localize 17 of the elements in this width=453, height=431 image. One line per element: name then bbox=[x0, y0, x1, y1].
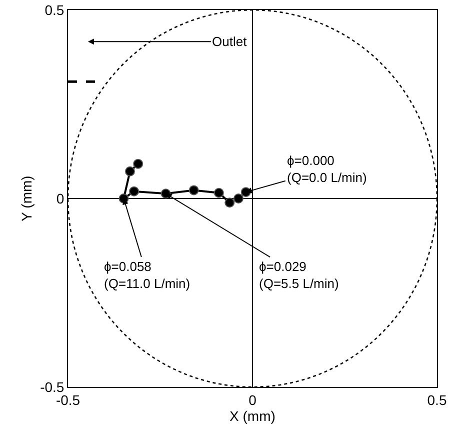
y-axis-title: Y (mm) bbox=[18, 176, 35, 222]
annotation: ϕ=0.058 (Q=11.0 L/min) bbox=[104, 259, 190, 291]
y-tick-label: 0 bbox=[56, 190, 64, 206]
point bbox=[214, 188, 224, 198]
point bbox=[233, 194, 244, 204]
point bbox=[188, 185, 199, 196]
annotation: ϕ=0.000 (Q=0.0 L/min) bbox=[287, 153, 367, 185]
point bbox=[224, 198, 235, 208]
x-axis-title: X (mm) bbox=[230, 408, 276, 424]
x-tick-label: 0 bbox=[248, 392, 257, 408]
point bbox=[133, 158, 144, 169]
annotation: ϕ=0.029 (Q=5.5 L/min) bbox=[259, 259, 339, 291]
x-tick-label: 0.5 bbox=[427, 392, 447, 408]
y-tick-label: 0.5 bbox=[44, 2, 64, 18]
point bbox=[129, 186, 140, 196]
annotation: Outlet bbox=[212, 34, 248, 49]
point bbox=[124, 166, 135, 176]
